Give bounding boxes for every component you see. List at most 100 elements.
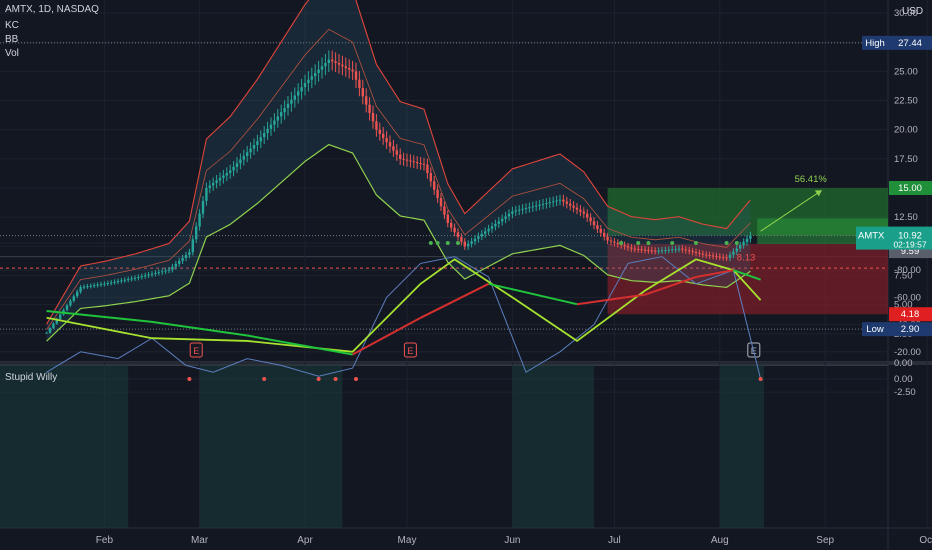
candle-body (555, 200, 558, 202)
candle-body (133, 277, 137, 279)
stop-line-label: 8.13 (737, 252, 756, 263)
overbought-dot (187, 377, 192, 381)
candle-body (552, 201, 555, 203)
slow-line-segment (695, 269, 734, 278)
candle-body (412, 161, 415, 163)
candle-body (677, 248, 681, 250)
candle-body (572, 205, 575, 208)
candle-body (324, 63, 327, 67)
indicator-kc[interactable]: KC (5, 20, 19, 31)
slow-line-segment (352, 316, 422, 356)
candle-body (344, 66, 347, 68)
oscillator-title[interactable]: Stupid Willy (5, 372, 58, 383)
candle-body (276, 116, 279, 121)
candle-body (150, 273, 154, 275)
candle-body (749, 235, 752, 239)
candle-body (487, 228, 490, 232)
y-tick-label: -2.50 (894, 387, 916, 398)
candle-body (569, 203, 572, 206)
candle-body (674, 249, 677, 250)
candle-body (259, 137, 262, 142)
candle-body (334, 61, 337, 63)
last-price-tag: 10.92 (898, 231, 922, 242)
osc-zone (719, 365, 764, 528)
candle-body (453, 227, 456, 233)
candle-body (521, 208, 524, 210)
candle-body (331, 59, 334, 62)
high-tag: High (865, 38, 885, 49)
candle-body (650, 250, 653, 252)
candle-body (337, 63, 341, 65)
candle-body (110, 282, 113, 284)
candle-body (518, 209, 521, 211)
candle-body (582, 211, 585, 214)
candle-body (416, 162, 419, 164)
candle-body (501, 218, 504, 222)
candle-body (422, 163, 426, 165)
x-tick-label: Oct (919, 535, 932, 546)
candle-body (365, 96, 368, 105)
candle-body (103, 283, 106, 285)
slow-line-segment (576, 293, 646, 306)
indicator-vol[interactable]: Vol (5, 48, 19, 59)
candle-body (55, 319, 58, 324)
overbought-dot (758, 377, 763, 381)
candle-body (558, 199, 562, 201)
earnings-marker-label: E (193, 346, 199, 356)
candle-body (235, 163, 239, 167)
candle-body (463, 241, 466, 247)
candle-body (79, 287, 82, 292)
candle-body (198, 213, 201, 227)
candle-body (96, 284, 99, 286)
candle-body (147, 274, 150, 276)
oversold-dot (619, 241, 624, 245)
candle-body (392, 146, 395, 151)
candle-body (314, 73, 317, 77)
candle-body (616, 242, 619, 244)
candle-body (722, 257, 725, 258)
candle-body (429, 173, 432, 182)
slow-line-segment (644, 276, 697, 296)
candle-body (426, 164, 429, 173)
candle-body (419, 163, 422, 164)
osc-tick-label: -80.00 (894, 265, 921, 276)
candle-body (494, 223, 497, 227)
candle-body (375, 121, 378, 130)
low-tag-bg (862, 322, 889, 337)
candle-body (181, 258, 184, 261)
candle-body (113, 281, 116, 283)
candle-body (541, 203, 545, 205)
candle-body (531, 206, 534, 208)
candle-body (354, 71, 358, 80)
candle-body (691, 251, 694, 253)
y-tick-label: 5.00 (894, 300, 913, 311)
prev-close-tag: 9.59 (901, 246, 920, 257)
candle-body (409, 160, 412, 162)
candle-body (654, 250, 657, 252)
candle-body (82, 286, 86, 288)
oversold-dot (445, 241, 450, 245)
x-tick-label: Apr (297, 535, 313, 546)
candle-body (667, 249, 670, 251)
candle-body (511, 211, 514, 214)
candle-body (575, 207, 579, 210)
candle-body (606, 236, 609, 241)
candle-body (368, 104, 371, 113)
oversold-dot (636, 241, 641, 245)
candle-body (504, 216, 507, 219)
oversold-dot (694, 241, 698, 245)
x-tick-label: Jul (608, 535, 621, 546)
candle-body (348, 68, 351, 70)
y-tick-label: 22.50 (894, 96, 918, 107)
candle-body (45, 332, 48, 334)
currency-label: USD (902, 6, 924, 17)
candle-body (613, 241, 616, 243)
candle-body (76, 291, 79, 297)
candle-body (222, 175, 225, 178)
indicator-bb[interactable]: BB (5, 34, 19, 45)
candle-body (371, 113, 375, 122)
osc-tick-label: -60.00 (894, 292, 921, 303)
y-tick-label: 0.00 (894, 358, 913, 369)
candle-body (456, 232, 460, 237)
